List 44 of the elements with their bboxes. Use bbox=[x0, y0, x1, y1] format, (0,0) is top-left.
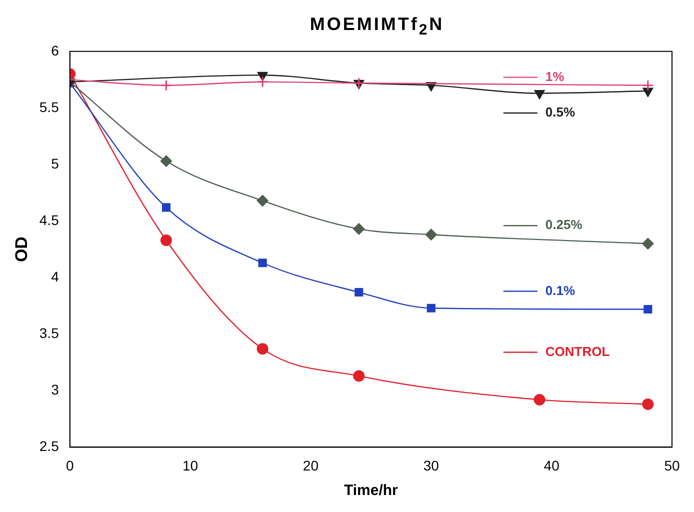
point bbox=[534, 90, 545, 99]
point bbox=[642, 88, 653, 97]
chart-title: MOEMIMTf$_{2}$N bbox=[308, 13, 446, 40]
point bbox=[160, 155, 172, 167]
x-tick-label: 40 bbox=[544, 457, 560, 474]
legend-label: 1% bbox=[545, 68, 565, 84]
point bbox=[354, 288, 364, 297]
point bbox=[256, 343, 268, 355]
point bbox=[256, 76, 268, 88]
point bbox=[642, 398, 654, 410]
point bbox=[160, 80, 172, 92]
x-tick-label: 10 bbox=[182, 457, 198, 474]
y-tick-label: 2.5 bbox=[39, 438, 60, 454]
x-tick-label: 20 bbox=[302, 457, 319, 474]
point bbox=[258, 258, 267, 268]
x-tick-label: 50 bbox=[664, 457, 680, 474]
y-tick-label: 6 bbox=[51, 42, 60, 58]
legend-label: 0.5% bbox=[545, 104, 576, 120]
point bbox=[642, 80, 654, 92]
legend-label: 0.1% bbox=[545, 282, 576, 298]
x-tick-label: 0 bbox=[66, 457, 74, 474]
y-tick-label: 3 bbox=[51, 382, 60, 398]
y-tick-label: 4.5 bbox=[39, 212, 60, 228]
y-tick-label: 3.5 bbox=[39, 324, 60, 341]
point bbox=[353, 370, 365, 382]
point bbox=[426, 304, 436, 312]
y-tick-label: 5 bbox=[51, 155, 60, 172]
x-tick-label: 30 bbox=[423, 457, 440, 474]
point bbox=[642, 238, 654, 250]
point bbox=[160, 234, 172, 246]
point bbox=[534, 394, 546, 406]
point bbox=[353, 223, 365, 235]
legend-label: 0.25% bbox=[545, 217, 583, 232]
point bbox=[162, 203, 170, 212]
point bbox=[256, 194, 268, 206]
y-tick-label: 4 bbox=[51, 268, 60, 284]
point bbox=[353, 77, 365, 89]
legend-label: CONTROL bbox=[545, 344, 610, 359]
point bbox=[257, 72, 268, 81]
y-tick-label: 5.5 bbox=[39, 98, 60, 115]
point bbox=[644, 304, 652, 314]
y-axis-title: OD bbox=[12, 236, 31, 262]
x-axis-title: Time/hr bbox=[344, 482, 398, 500]
point bbox=[425, 228, 437, 240]
